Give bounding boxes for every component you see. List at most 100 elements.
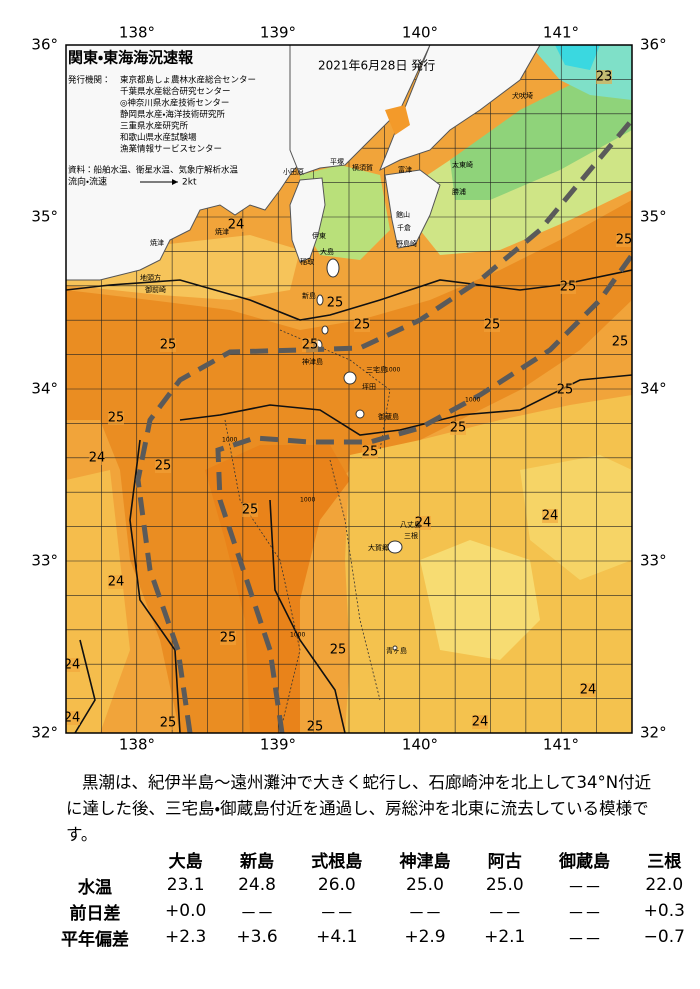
isotherm-label-bg (66, 711, 80, 725)
isotherm (269, 499, 346, 733)
isotherm-label-bg (542, 509, 558, 523)
lon-label: 138° (119, 24, 155, 42)
island (392, 645, 398, 651)
island (387, 540, 403, 554)
isotherm-label-bg (108, 575, 124, 589)
isotherm-label-bg (307, 720, 323, 733)
cell: －－ (567, 877, 602, 898)
isotherm-label-bg (560, 280, 576, 294)
place-name: 焼津 (150, 238, 164, 247)
isotherm-label: 24 (415, 516, 432, 531)
place-name: 神津島 (302, 357, 323, 366)
place-name: 坪田 (362, 383, 376, 391)
isotherm-label: 25 (307, 720, 324, 735)
sea-cool-west (66, 470, 130, 733)
issuer: 東京都島しょ農林水産総合センター (120, 75, 256, 86)
isotherm-label: 25 (327, 296, 344, 311)
depth-contours (224, 329, 391, 733)
isotherm-label-bg (484, 318, 500, 332)
cell: －－ (319, 903, 354, 924)
place-name: 小田原 (283, 167, 304, 176)
sea-colder (530, 45, 632, 100)
issuer-list: 東京都島しょ農林水産総合センター千葉県水産総合研究センター◎神奈川県水産技術セン… (120, 75, 256, 155)
lon-label: 140° (402, 736, 438, 754)
isotherm-label: 24 (228, 218, 245, 233)
isotherm-label-bg (160, 716, 176, 730)
depth-label: 1000 (300, 497, 315, 504)
map-area: 23 24 25 25 25 25 25 25 25 25 25 25 25 24 25 25 25 24 24 24… (64, 45, 632, 735)
column-header: 新島 (240, 851, 275, 872)
lat-label: 36° (640, 36, 667, 54)
depth-label: 1000 (290, 632, 305, 639)
land-kanto (289, 45, 431, 176)
place-name: 御蔵島 (378, 412, 399, 421)
row-label: 前日差 (69, 903, 121, 924)
data-sources: 資料：船舶水温、衛星水温、気象庁解析水温 (68, 165, 239, 176)
place-name: 勝浦 (452, 187, 466, 196)
cell: −0.7 (643, 927, 685, 947)
isotherm-label: 25 (557, 383, 574, 398)
isotherm-label-bg (616, 233, 632, 247)
isotherm (179, 374, 632, 436)
land-lake (385, 105, 410, 135)
land-boso (384, 169, 441, 249)
isotherm-label: 25 (108, 411, 125, 426)
isotherm-label: 25 (330, 643, 347, 658)
place-name: 犬吠埼 (512, 91, 533, 100)
island (355, 409, 365, 419)
kuroshio-axis (135, 118, 632, 733)
cell: 22.0 (645, 875, 684, 895)
island (321, 325, 329, 335)
place-name: 三宅島 (366, 365, 387, 374)
isotherm-label-bg (612, 335, 628, 349)
table-header: 大島 新島 式根島 神津島 阿古 御蔵島 三根 (40, 846, 700, 872)
isotherm-label: 25 (450, 421, 467, 436)
sea-coldest (555, 45, 600, 70)
isotherm-label-bg (596, 70, 612, 84)
cell: +2.3 (165, 927, 207, 947)
issuer: 三重県水産研究所 (120, 121, 189, 132)
isotherm-label-bg (242, 503, 258, 517)
place-name: 八丈島 (400, 520, 421, 529)
place-name: 三根 (404, 531, 418, 540)
cell: －－ (407, 903, 442, 924)
isotherm-label-bg (472, 715, 488, 729)
place-name: 稲取 (300, 257, 314, 266)
table-row: 水温 23.1 24.8 26.0 25.0 25.0 －－ 22.0 (40, 872, 700, 898)
isotherm-label: 24 (89, 451, 106, 466)
place-name: 青ヶ島 (386, 646, 407, 655)
isotherm-label: 25 (354, 318, 371, 333)
depth-contour (279, 329, 391, 451)
place-name: 伊東 (312, 231, 326, 240)
cell: －－ (240, 903, 275, 924)
isotherm-label: 25 (242, 503, 259, 518)
place-name: 千倉 (397, 223, 411, 232)
issuer-label: 発行機関： (68, 75, 111, 86)
isotherm-label: 25 (155, 459, 172, 474)
lat-label: 32° (31, 724, 58, 742)
isotherm-label: 24 (64, 711, 81, 726)
lon-label: 140° (402, 24, 438, 42)
lat-label: 34° (640, 380, 667, 398)
place-name: 焼津 (215, 227, 229, 236)
isotherm-label: 24 (542, 509, 559, 524)
issuer: ◎神奈川県水産技術センター (120, 98, 229, 109)
land-kanto-east (379, 45, 541, 172)
place-name: 平塚 (330, 157, 344, 166)
depth-contour (329, 459, 381, 701)
cell: 24.8 (238, 875, 276, 895)
isotherm-label: 25 (362, 445, 379, 460)
table-body: 水温 23.1 24.8 26.0 25.0 25.0 －－ 22.0 前日差 +0.0 －－ －－ －… (40, 872, 700, 950)
current-legend: 流向・流速 (68, 176, 107, 188)
isotherms (66, 269, 632, 733)
island (343, 371, 357, 385)
place-name: 新島 (302, 291, 316, 300)
cell: 23.1 (166, 875, 205, 895)
row-label: 水温 (78, 877, 112, 898)
lat-label: 34° (31, 380, 58, 398)
isotherm-label-bg (302, 338, 318, 352)
land-izu (289, 177, 326, 263)
lat-label: 35° (640, 208, 667, 226)
isotherm-label-bg (89, 451, 105, 465)
